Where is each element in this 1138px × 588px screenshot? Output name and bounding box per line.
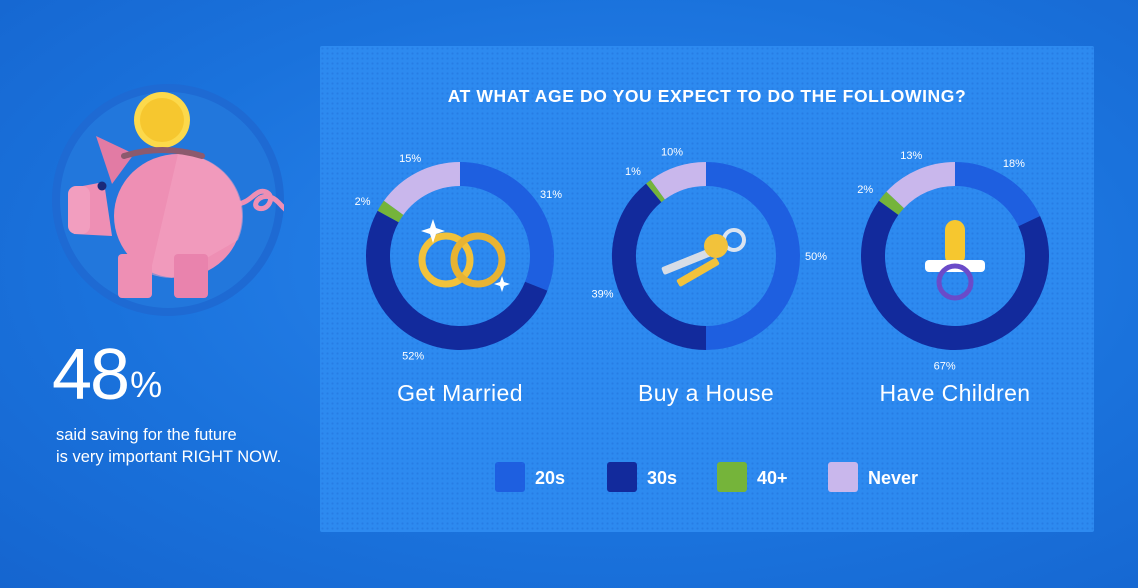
stat-description-line1: said saving for the future [56, 426, 237, 444]
slice-buy-a-house-20s [705, 162, 800, 350]
donut-get-married: 31% 52% 2% 15% [355, 153, 563, 363]
stat-description-line2: is very important RIGHT NOW. [56, 448, 282, 466]
data-label-have-children-never: 13% [900, 150, 922, 162]
data-label-have-children-30s: 67% [934, 361, 956, 373]
slice-have-children-never [886, 162, 956, 209]
legend: 20s 30s 40+ Never [320, 461, 1094, 495]
chart-title: AT WHAT AGE DO YOU EXPECT TO DO THE FOLL… [447, 86, 967, 106]
data-label-have-children-20s: 18% [1003, 158, 1025, 170]
left-panel: 48% said saving for the future is very i… [0, 0, 320, 588]
data-label-have-children-40plus: 2% [857, 184, 873, 196]
chart-panel: AT WHAT AGE DO YOU EXPECT TO DO THE FOLL… [320, 46, 1094, 532]
data-label-get-married-20s: 31% [540, 189, 562, 201]
legend-swatch-20s [495, 462, 525, 492]
piggy-bank-illustration [52, 84, 299, 316]
data-label-get-married-never: 15% [399, 153, 421, 165]
slice-get-married-30s [366, 210, 548, 350]
donut-have-children: 18% 67% 2% 13% [857, 150, 1049, 373]
slice-have-children-20s [954, 162, 1041, 227]
donut-label-buy-a-house: Buy a House [637, 380, 775, 406]
data-label-buy-a-house-40plus: 1% [625, 166, 641, 178]
data-label-buy-a-house-never: 10% [661, 146, 683, 158]
legend-label-never: Never [868, 468, 919, 488]
slice-have-children-40plus [878, 191, 905, 215]
legend-swatch-30s [607, 462, 637, 492]
slice-have-children-30s [861, 200, 1049, 350]
stat-number: 48 [52, 335, 130, 415]
stat-percent-sign: % [130, 364, 162, 405]
wedding-rings-icon [418, 219, 510, 292]
slice-buy-a-house-40plus [646, 179, 665, 203]
keys-icon [661, 228, 746, 287]
slice-get-married-20s [459, 162, 554, 291]
pacifier-icon [925, 220, 985, 301]
slice-buy-a-house-never [650, 162, 707, 200]
donut-label-have-children: Have Children [879, 380, 1031, 406]
data-label-get-married-40plus: 2% [355, 196, 371, 208]
legend-label-20s: 20s [535, 468, 566, 488]
slice-get-married-never [383, 162, 461, 216]
stat-value: 48% [52, 334, 162, 416]
legend-label-30s: 30s [647, 468, 678, 488]
slice-get-married-40plus [377, 200, 404, 223]
donut-charts: 31% 52% 2% 15% 50% 39% 1% 10% 18% 67% 2% 13% [355, 146, 1049, 373]
legend-swatch-40plus [717, 462, 747, 492]
data-label-buy-a-house-20s: 50% [805, 251, 827, 263]
piggy-bank-icon [52, 84, 299, 316]
data-label-get-married-30s: 52% [402, 351, 424, 363]
data-label-buy-a-house-30s: 39% [591, 288, 613, 300]
stat-description: said saving for the future is very impor… [56, 424, 316, 468]
legend-label-40plus: 40+ [757, 468, 788, 488]
slice-buy-a-house-30s [612, 183, 707, 350]
donut-buy-a-house: 50% 39% 1% 10% [591, 146, 827, 350]
legend-swatch-never [828, 462, 858, 492]
donut-label-get-married: Get Married [397, 380, 523, 406]
